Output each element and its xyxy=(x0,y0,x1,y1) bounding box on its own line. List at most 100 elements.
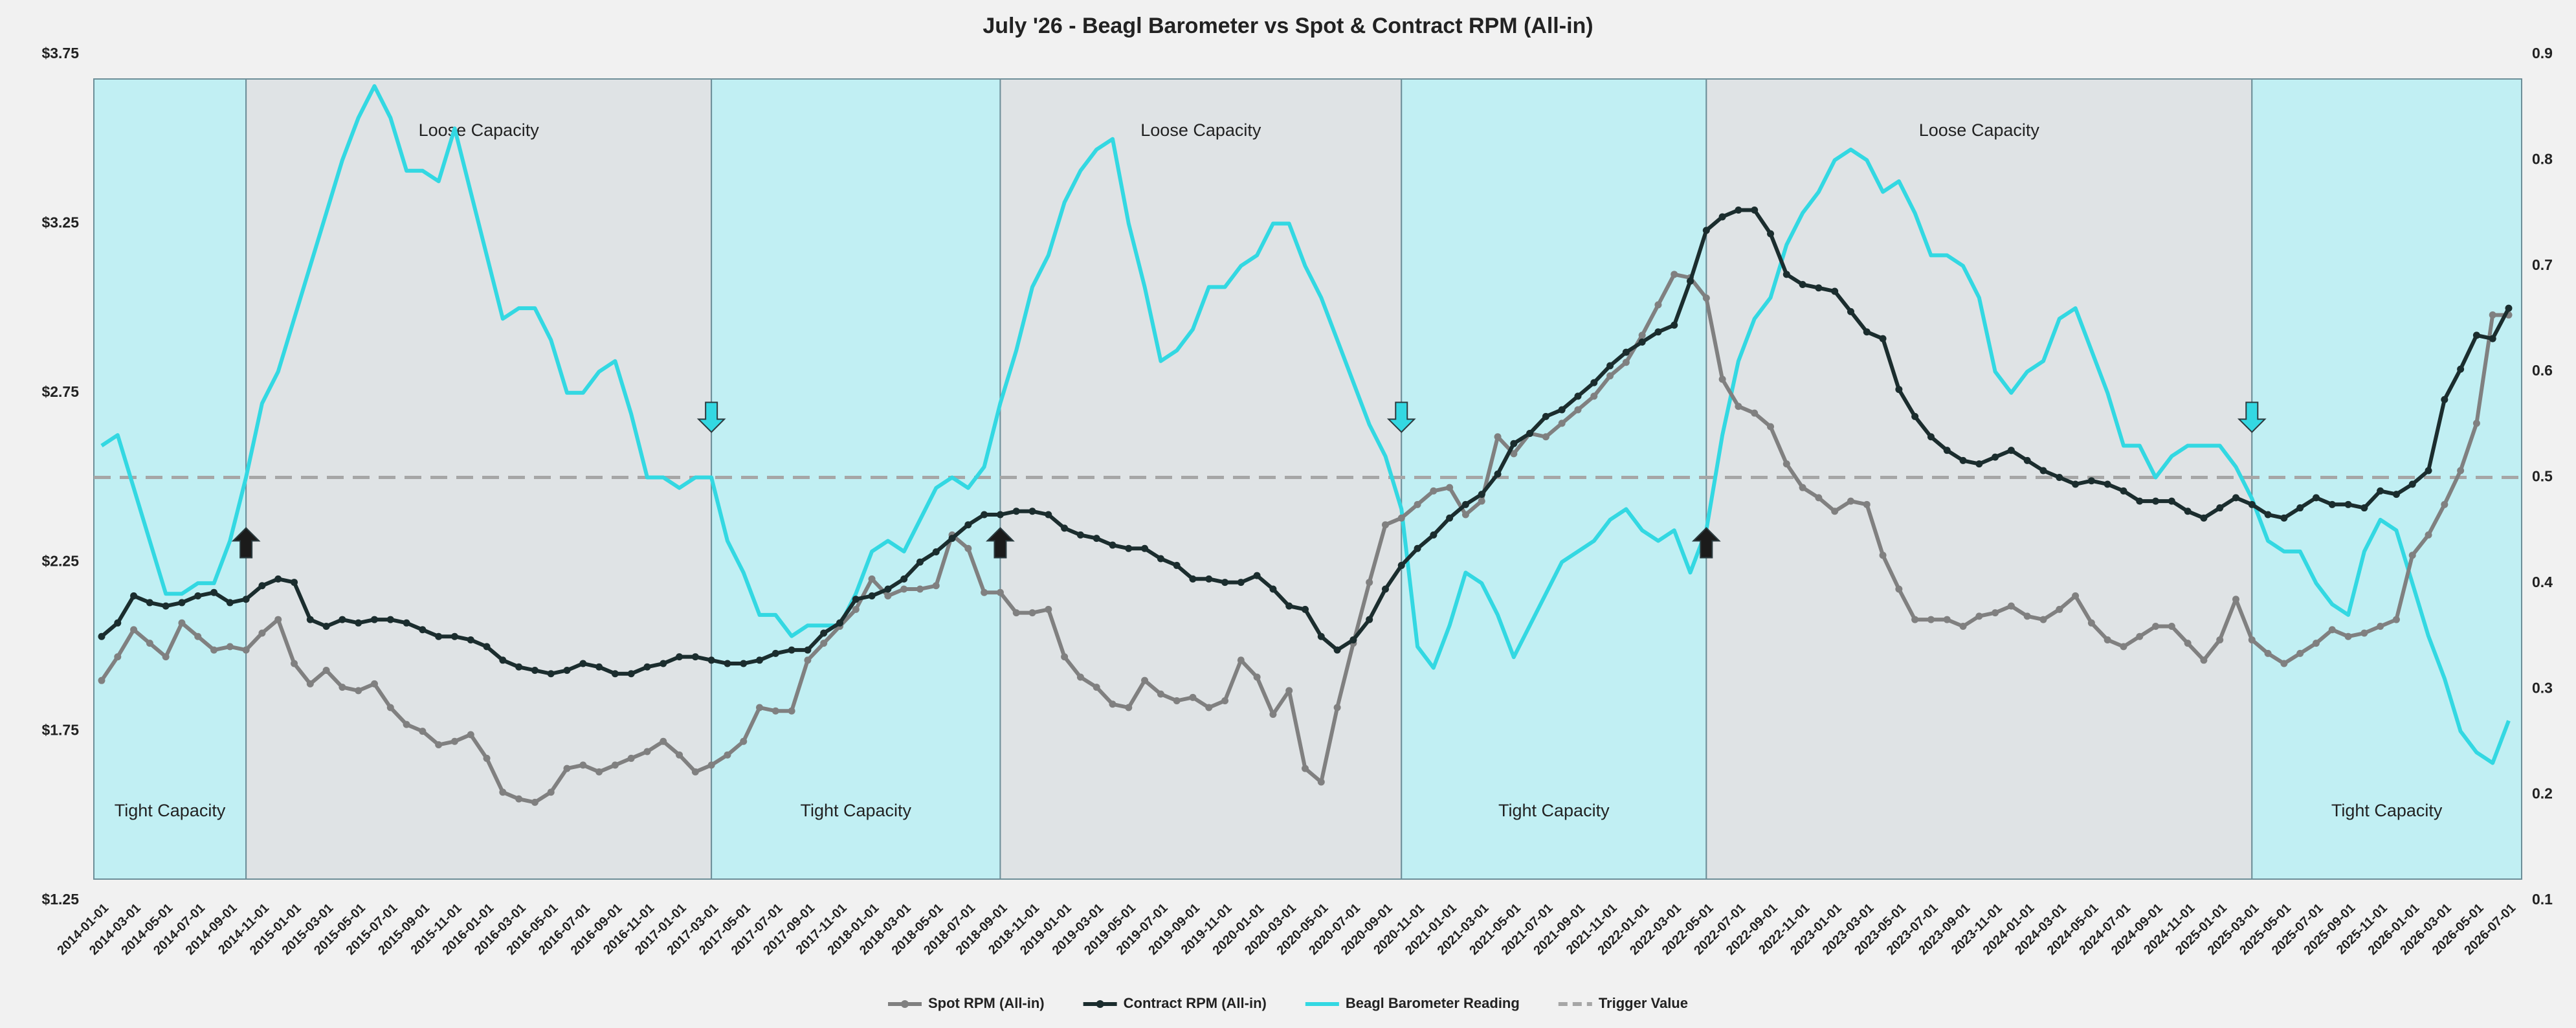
data-point xyxy=(1879,552,1887,559)
data-point xyxy=(2072,592,2080,599)
data-point xyxy=(242,646,250,654)
data-point xyxy=(450,632,458,640)
capacity-region xyxy=(93,78,247,880)
data-point xyxy=(114,653,122,661)
data-point xyxy=(1831,508,1839,515)
signal-arrow xyxy=(986,527,1015,559)
data-point xyxy=(2312,494,2320,502)
data-point xyxy=(1093,535,1100,542)
data-point xyxy=(2360,629,2368,637)
region-label: Loose Capacity xyxy=(1140,120,1261,140)
data-point xyxy=(996,588,1004,596)
data-point xyxy=(2184,640,2192,647)
data-point xyxy=(1494,470,1502,478)
data-point xyxy=(1045,511,1052,519)
data-point xyxy=(1815,494,1823,502)
y2-tick-label: 0.9 xyxy=(2532,45,2553,61)
data-point xyxy=(386,704,394,711)
data-point xyxy=(804,646,812,654)
legend-marker xyxy=(901,1000,909,1008)
data-point xyxy=(2264,511,2272,519)
data-point xyxy=(1638,331,1646,339)
data-point xyxy=(2072,480,2080,488)
data-point xyxy=(1253,673,1261,681)
data-point xyxy=(772,649,779,657)
data-point xyxy=(1959,623,1967,631)
data-point xyxy=(403,619,410,627)
data-point xyxy=(2408,552,2416,559)
y-tick-label: $2.25 xyxy=(41,552,79,569)
data-point xyxy=(1414,500,1421,508)
data-point xyxy=(595,768,603,776)
data-point xyxy=(724,660,731,667)
data-point xyxy=(2200,656,2208,664)
data-point xyxy=(1638,338,1646,346)
data-point xyxy=(2457,365,2465,373)
data-point xyxy=(1430,531,1438,539)
data-point xyxy=(274,575,282,583)
data-point xyxy=(1654,301,1662,309)
y2-tick-label: 0.5 xyxy=(2532,468,2553,485)
data-point xyxy=(2377,623,2384,631)
data-point xyxy=(2312,640,2320,647)
data-point xyxy=(483,643,491,651)
data-point xyxy=(900,575,908,583)
legend-label: Trigger Value xyxy=(1599,995,1688,1011)
data-point xyxy=(499,788,507,796)
data-point xyxy=(2472,331,2480,339)
legend-marker xyxy=(1096,1000,1104,1008)
data-point xyxy=(2184,508,2192,515)
data-point xyxy=(1735,206,1742,214)
data-point xyxy=(2472,419,2480,427)
data-point xyxy=(820,629,828,637)
data-point xyxy=(1221,697,1229,705)
y-tick-label: $3.25 xyxy=(41,214,79,230)
data-point xyxy=(2039,467,2047,475)
data-point xyxy=(1285,687,1293,695)
data-point xyxy=(1702,227,1710,234)
data-point xyxy=(1622,348,1630,356)
data-point xyxy=(1911,412,1919,420)
signal-arrow xyxy=(1691,527,1721,559)
data-point xyxy=(1028,508,1036,515)
data-point xyxy=(1943,447,1951,454)
data-point xyxy=(1718,213,1726,221)
data-point xyxy=(2280,514,2288,522)
data-point xyxy=(467,636,474,643)
data-point xyxy=(306,680,314,687)
data-point xyxy=(2152,497,2160,505)
data-point xyxy=(130,626,138,634)
data-point xyxy=(1895,585,1903,593)
legend-label: Beagl Barometer Reading xyxy=(1346,995,1520,1011)
data-point xyxy=(643,663,651,671)
data-point xyxy=(1767,230,1775,238)
data-point xyxy=(2489,335,2496,342)
data-point xyxy=(162,602,170,610)
data-point xyxy=(1671,321,1678,329)
data-point xyxy=(450,737,458,745)
data-point xyxy=(403,721,410,728)
data-point xyxy=(2360,504,2368,512)
data-point xyxy=(1895,386,1903,394)
data-point xyxy=(98,676,105,684)
data-point xyxy=(756,704,764,711)
data-point xyxy=(146,599,153,607)
plot xyxy=(94,84,2522,806)
data-point xyxy=(291,660,298,667)
data-point xyxy=(2489,311,2496,319)
data-point xyxy=(1574,406,1582,414)
data-point xyxy=(2087,477,2095,485)
data-point xyxy=(1687,277,1694,285)
y2-tick-label: 0.8 xyxy=(2532,150,2553,167)
data-point xyxy=(2039,616,2047,623)
data-point xyxy=(1671,271,1678,278)
data-point xyxy=(1381,585,1389,593)
data-point xyxy=(1831,287,1839,295)
data-point xyxy=(2296,649,2304,657)
signal-arrow xyxy=(1386,401,1416,433)
region-label: Tight Capacity xyxy=(1498,801,1610,820)
data-point xyxy=(2392,491,2400,498)
data-point xyxy=(499,656,507,664)
data-point xyxy=(2344,632,2352,640)
legend: Spot RPM (All-in) Contract RPM (All-in) Be… xyxy=(888,995,1688,1011)
